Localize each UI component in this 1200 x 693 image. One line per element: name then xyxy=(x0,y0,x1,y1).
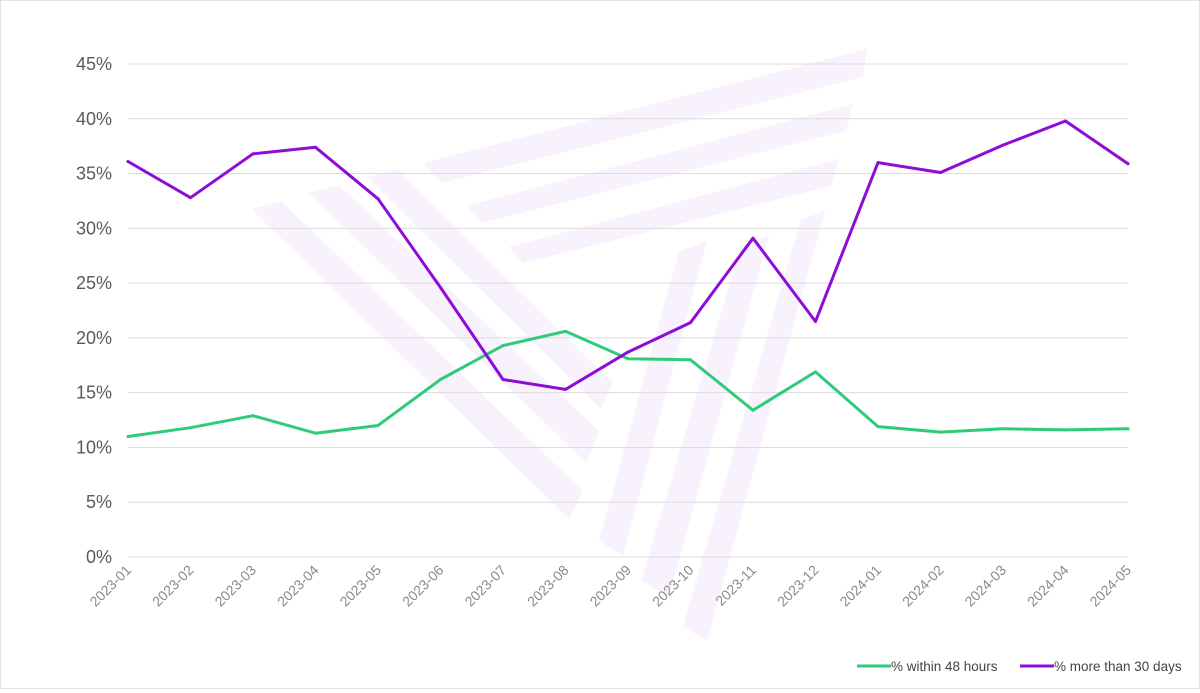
x-axis-ticks: 2023-01 2023-02 2023-03 2023-04 2023-05 2023-… xyxy=(86,562,1134,610)
data-point xyxy=(814,319,817,323)
legend-label: % more than 30 days xyxy=(1054,659,1182,674)
data-point xyxy=(564,387,567,391)
data-point xyxy=(126,434,130,438)
y-tick-label: 40% xyxy=(76,109,112,129)
y-tick-label: 30% xyxy=(76,218,112,238)
y-axis-ticks: 0% 5% 10% 15% 20% 25% 30% 35% 40% 45% xyxy=(76,54,112,567)
legend-label: % within 48 hours xyxy=(891,659,998,674)
series-lines xyxy=(126,119,1130,438)
data-point xyxy=(189,196,192,200)
series-line-2 xyxy=(126,119,1130,391)
x-tick-label: 2023-04 xyxy=(274,562,322,610)
data-point xyxy=(1064,428,1067,432)
x-tick-label: 2023-02 xyxy=(149,562,197,610)
data-point xyxy=(1001,143,1005,147)
data-point xyxy=(501,344,505,348)
data-point xyxy=(376,197,380,201)
data-point xyxy=(626,357,630,361)
data-point xyxy=(1126,162,1130,166)
x-tick-label: 2024-02 xyxy=(899,562,947,610)
data-point xyxy=(751,236,755,240)
data-point xyxy=(501,378,505,382)
x-tick-label: 2023-05 xyxy=(336,562,384,610)
y-tick-label: 5% xyxy=(86,492,112,512)
data-point xyxy=(439,285,442,289)
data-point xyxy=(126,160,130,164)
x-tick-label: 2023-09 xyxy=(586,562,634,610)
x-tick-label: 2023-03 xyxy=(211,562,259,610)
data-point xyxy=(251,414,255,418)
data-point xyxy=(751,408,755,412)
y-tick-label: 20% xyxy=(76,328,112,348)
legend: % within 48 hours % more than 30 days xyxy=(857,659,1182,674)
data-point xyxy=(189,426,192,430)
x-tick-label: 2023-07 xyxy=(461,562,509,610)
series-line-1 xyxy=(126,329,1130,438)
x-tick-label: 2024-03 xyxy=(961,562,1009,610)
y-tick-label: 0% xyxy=(86,547,112,567)
x-tick-label: 2023-01 xyxy=(86,562,134,610)
y-tick-label: 10% xyxy=(76,437,112,457)
data-point xyxy=(626,350,630,354)
data-point xyxy=(1001,427,1005,431)
y-tick-label: 25% xyxy=(76,273,112,293)
x-tick-label: 2024-01 xyxy=(836,562,884,610)
data-point xyxy=(376,424,380,428)
x-tick-label: 2024-04 xyxy=(1024,562,1072,610)
gridlines xyxy=(128,63,1128,558)
data-point xyxy=(689,358,692,362)
watermark-logo xyxy=(251,49,867,641)
y-tick-label: 45% xyxy=(76,54,112,74)
data-point xyxy=(876,425,880,429)
data-point xyxy=(314,431,317,435)
data-point xyxy=(876,161,880,165)
x-tick-label: 2023-12 xyxy=(774,562,822,610)
data-point xyxy=(1064,119,1067,123)
data-point xyxy=(1126,427,1130,431)
data-point xyxy=(314,145,317,149)
data-point xyxy=(939,430,942,434)
data-point xyxy=(939,170,942,174)
y-tick-label: 15% xyxy=(76,383,112,403)
data-point xyxy=(439,378,442,382)
y-tick-label: 35% xyxy=(76,164,112,184)
data-point xyxy=(689,321,692,325)
x-tick-label: 2024-05 xyxy=(1086,562,1134,610)
x-tick-label: 2023-06 xyxy=(399,562,447,610)
data-point xyxy=(564,329,567,333)
x-tick-label: 2023-08 xyxy=(524,562,572,610)
data-point xyxy=(814,370,817,374)
data-point xyxy=(251,152,255,156)
